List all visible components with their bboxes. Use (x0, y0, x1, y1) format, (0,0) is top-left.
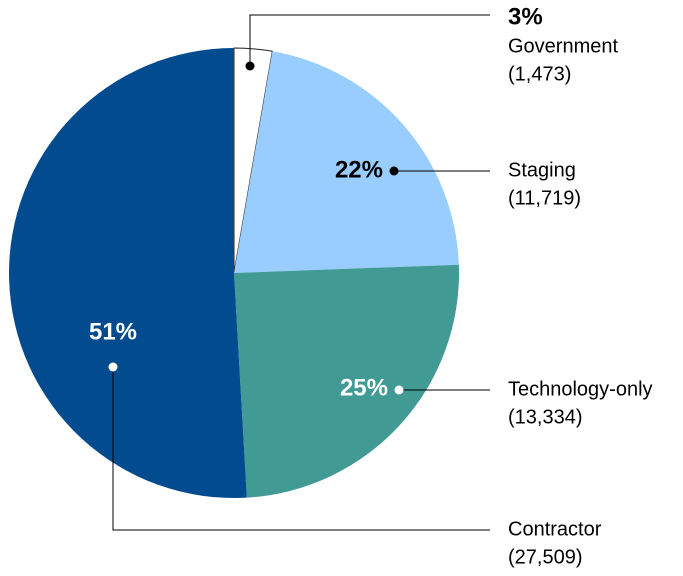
pie-slice (234, 51, 459, 274)
label-dot (245, 61, 255, 71)
label-dot (108, 362, 118, 372)
label-dot (394, 385, 404, 395)
leader-line (112, 367, 490, 531)
label-dot (389, 166, 399, 176)
count-label: (27,509) (508, 546, 583, 568)
percent-label: 22% (335, 156, 383, 183)
category-label: Technology-only (508, 378, 653, 400)
count-label: (1,473) (508, 63, 571, 85)
percent-label: 51% (89, 318, 137, 345)
pie-slice (234, 264, 459, 498)
category-label: Staging (508, 159, 576, 181)
category-label: Government (508, 35, 618, 57)
pie-slice (8, 48, 247, 498)
percent-label: 25% (340, 374, 388, 401)
category-label: Contractor (508, 518, 602, 540)
percent-label: 3% (508, 3, 543, 30)
leader-line (249, 14, 490, 66)
count-label: (13,334) (508, 406, 583, 428)
count-label: (11,719) (508, 187, 581, 209)
pie-slice (233, 47, 273, 274)
